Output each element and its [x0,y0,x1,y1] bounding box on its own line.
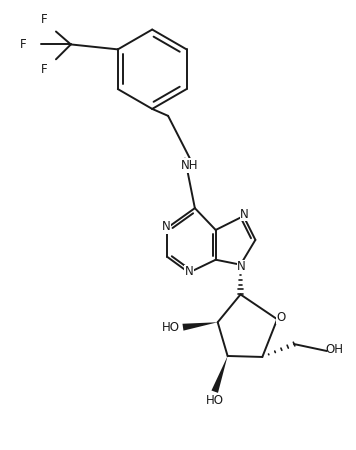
Text: N: N [237,260,246,273]
Polygon shape [183,322,218,331]
Text: N: N [162,220,171,234]
Text: F: F [41,13,47,26]
Text: OH: OH [326,342,344,356]
Text: N: N [184,265,193,278]
Text: N: N [240,207,249,220]
Text: F: F [20,38,27,51]
Polygon shape [211,356,227,393]
Text: O: O [277,311,286,324]
Text: NH: NH [181,159,199,172]
Text: HO: HO [162,321,180,334]
Text: HO: HO [206,394,224,407]
Text: F: F [41,63,47,76]
